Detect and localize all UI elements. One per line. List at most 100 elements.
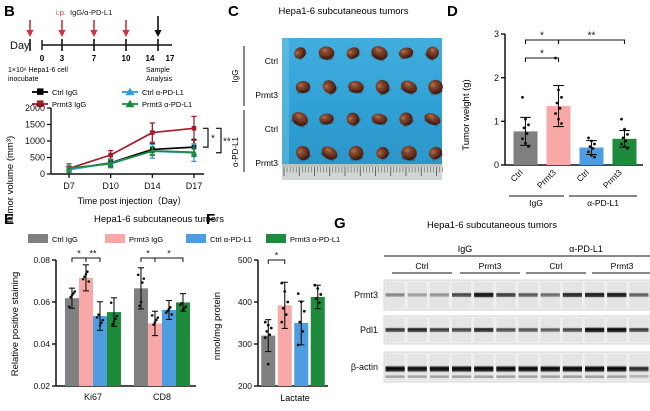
blot-label: Pdl1 — [360, 325, 378, 335]
blot-label: β-actin — [351, 362, 378, 372]
panel-d-xtick: Ctrl — [574, 167, 590, 183]
blot-sub-3: Prmt3 — [611, 261, 634, 271]
panel-c-row-label-2: Ctrl — [265, 124, 278, 134]
panel-e-xtick: CD8 — [153, 392, 171, 402]
timeline-tick-3: 3 — [60, 54, 65, 63]
legend-e-label-0: Ctrl IgG — [52, 235, 78, 244]
tumor-specimens — [290, 46, 444, 162]
panel-b-xtick: D14 — [144, 181, 161, 191]
tumor-specimen — [400, 145, 417, 162]
panel-d-bar — [579, 136, 604, 165]
panel-e-bar — [92, 301, 107, 386]
panel-b-ytick: 1500 — [25, 120, 45, 130]
legend-item-prmt3-apdl1: Prmt3 α-PD-L1 — [122, 99, 192, 109]
tumor-specimen — [423, 112, 441, 127]
panel-e-bar — [133, 267, 148, 386]
timeline-arrow-day17 — [154, 16, 162, 37]
panel-d-letter: D — [447, 3, 458, 20]
blot-sub-1: Prmt3 — [479, 261, 502, 271]
panel-e-significance: * ** * * — [71, 249, 184, 262]
panel-e-bar — [78, 264, 93, 386]
panel-e-sig: ** — [89, 249, 97, 259]
legend-label-1: Ctrl α-PD-L1 — [142, 88, 184, 97]
legend-item-ctrl-igg: Ctrl IgG — [32, 88, 78, 97]
panel-e-ytick: 0.06 — [33, 297, 50, 307]
timeline-tick-14: 14 — [146, 54, 155, 63]
panel-f-group-label: Lactate — [280, 393, 310, 403]
tumor-specimen — [375, 79, 391, 96]
panel-d-bar — [612, 117, 637, 165]
tumor-photo: IgG α-PD-L1 Ctrl Prmt3 Ctrl Prmt3 — [231, 38, 444, 180]
tumor-specimen — [322, 80, 339, 96]
panel-b-xtick: D17 — [186, 181, 203, 191]
lactate-chart: nmol/mg protein 200 300 400 500 * Lactate — [212, 251, 328, 403]
panel-c-row-label-0: Ctrl — [265, 56, 278, 66]
panel-d-sig: ** — [588, 31, 596, 42]
panel-e-title: Hepa1-6 subcutaneous tumors — [94, 214, 224, 225]
tumor-specimen — [428, 79, 444, 96]
panel-e-letter: E — [4, 211, 15, 228]
panel-b-ytick: 2000 — [25, 103, 45, 113]
panel-d-ylabel: Tumor weight (g) — [461, 79, 472, 150]
panel-d-sig: * — [540, 49, 544, 60]
panel-e-bar — [106, 297, 121, 386]
panel-f-ytick: 500 — [238, 255, 252, 265]
panel-d-group-label-igg: IgG — [529, 198, 543, 208]
tumor-specimen — [346, 47, 361, 61]
panel-b-xtick: D7 — [63, 181, 75, 191]
panel-f-ytick: 400 — [238, 297, 252, 307]
panel-d-ytick: 0 — [494, 160, 499, 170]
panel-f: F nmol/mg protein 200 300 400 500 * Lactate — [202, 212, 332, 410]
tumor-specimen — [294, 47, 308, 61]
blot-group-igg: IgG — [458, 244, 473, 254]
panel-e-bar — [64, 287, 79, 386]
panel-d-group-label-apdl1: α-PD-L1 — [587, 198, 619, 208]
timeline-end-note-2: Analysis — [146, 76, 173, 83]
tumor-specimen — [295, 80, 311, 94]
tumor-specimen — [399, 112, 415, 128]
panel-c-title: Hepa1-6 subcutaneous tumors — [278, 6, 409, 17]
panel-e-sig: * — [77, 249, 81, 259]
panel-b-sig-star2: ** — [223, 137, 231, 148]
panel-g-letter: G — [334, 215, 346, 232]
panel-f-bars — [261, 281, 325, 386]
timeline-tick-7: 7 — [92, 54, 97, 63]
panel-g: G Hepa1-6 subcutaneous tumors IgG α-PD-L… — [334, 212, 650, 410]
tumor-specimen — [398, 47, 414, 60]
panel-f-letter: F — [206, 211, 216, 228]
legend-e-label-1: Prmt3 IgG — [129, 235, 163, 244]
timeline-arrow-day10 — [90, 20, 98, 37]
panel-d-yaxis: 0 1 2 3 — [494, 29, 505, 170]
timeline-arrow-day3 — [26, 20, 34, 37]
panel-f-yaxis: 200 300 400 500 — [238, 255, 258, 391]
panel-e-xlabels: Ki67 CD8 — [84, 392, 171, 402]
blot-label: Prmt3 — [354, 290, 378, 300]
panel-e-bar — [147, 310, 162, 386]
panel-f-bar — [294, 292, 309, 386]
panel-c-group-igg: IgG — [231, 70, 240, 83]
tumor-specimen — [371, 113, 388, 126]
timeline-agent-label: IgG/α-PD-L1 — [70, 8, 112, 17]
panel-e-sig: * — [146, 249, 150, 259]
panel-b-xaxis: D7 D10 D14 D17 — [63, 174, 202, 191]
panel-d-bar — [513, 95, 538, 165]
panel-f-ylabel: nmol/mg protein — [212, 292, 223, 360]
panel-d-bar — [546, 56, 571, 165]
timeline-tick-17: 17 — [166, 54, 175, 63]
photo-ruler — [282, 164, 443, 180]
panel-b-ylabel: Tumor volume (mm³) — [5, 136, 16, 224]
panel-b-ytick: 500 — [30, 153, 45, 163]
panel-d-xtick: Prmt3 — [535, 167, 558, 190]
panel-d-xlabels: Ctrl Prmt3 Ctrl Prmt3 — [508, 167, 624, 190]
panel-d-sig: * — [540, 31, 544, 42]
panel-c-row-label-3: Prmt3 — [255, 158, 278, 168]
panel-e: E Hepa1-6 subcutaneous tumors Ctrl IgG P… — [4, 211, 340, 410]
panel-b-yaxis: 0 500 1000 1500 2000 — [25, 103, 51, 179]
tumor-specimen — [296, 145, 312, 162]
series-prmt3-α-pd-l1 — [66, 146, 197, 173]
tumor-growth-chart: Tumor volume (mm³) 0 500 1000 1500 2000 D7 D1… — [5, 103, 231, 224]
panel-b-xlabel: Time post injection（Day） — [78, 196, 187, 206]
timeline-arrow-day14 — [122, 20, 130, 37]
